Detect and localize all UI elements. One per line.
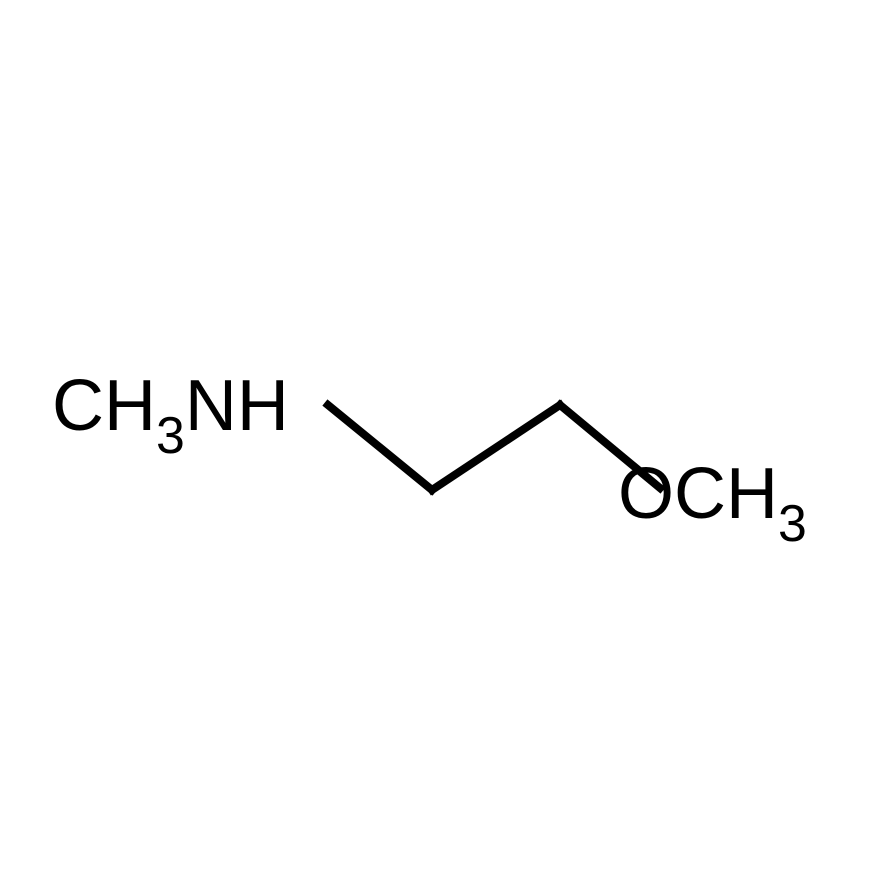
right-atom-label: OCH3 — [618, 458, 807, 542]
chemical-structure-diagram: CH3NH OCH3 — [0, 0, 890, 890]
left-atom-label: CH3NH — [52, 370, 289, 454]
